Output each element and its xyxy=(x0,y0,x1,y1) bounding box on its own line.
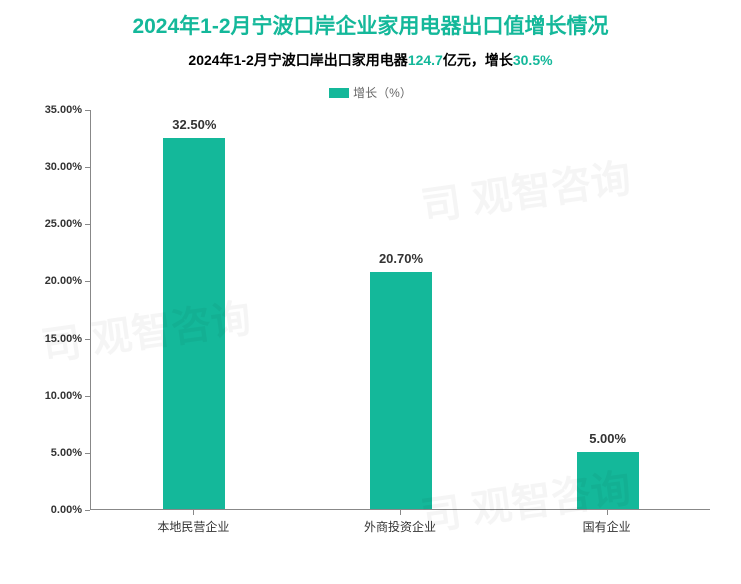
chart-legend: 增长（%） xyxy=(0,84,741,101)
y-tick-label: 35.00% xyxy=(45,104,82,116)
y-tick-mark xyxy=(85,510,90,511)
y-tick-label: 5.00% xyxy=(51,447,82,459)
bar xyxy=(370,272,432,509)
y-tick-label: 20.00% xyxy=(45,275,82,287)
x-tick-mark xyxy=(400,510,401,515)
subtitle-value2: 30.5% xyxy=(513,52,553,68)
x-category-label: 国有企业 xyxy=(583,518,631,535)
legend-swatch xyxy=(329,88,349,98)
y-tick-label: 0.00% xyxy=(51,504,82,516)
x-category-label: 本地民营企业 xyxy=(157,518,229,535)
y-axis: 0.00%5.00%10.00%15.00%20.00%25.00%30.00%… xyxy=(30,110,90,510)
y-tick-label: 10.00% xyxy=(45,390,82,402)
x-tick-mark xyxy=(193,510,194,515)
chart-subtitle: 2024年1-2月宁波口岸出口家用电器124.7亿元，增长30.5% xyxy=(0,50,741,70)
bar-value-label: 5.00% xyxy=(558,431,658,446)
bar-value-label: 32.50% xyxy=(144,117,244,132)
x-tick-mark xyxy=(607,510,608,515)
bar-value-label: 20.70% xyxy=(351,251,451,266)
legend-label: 增长（%） xyxy=(353,86,412,100)
y-tick-label: 30.00% xyxy=(45,161,82,173)
y-tick-label: 25.00% xyxy=(45,218,82,230)
bar xyxy=(163,138,225,509)
chart-title: 2024年1-2月宁波口岸企业家用电器出口值增长情况 xyxy=(0,0,741,40)
plot-area: 32.50% 20.70% 5.00% xyxy=(90,110,710,510)
subtitle-mid: 亿元，增长 xyxy=(443,52,513,68)
chart-area: 0.00% 5.00% 10.00% 15.00% 20.00% 25.00% 30.00%… xyxy=(30,110,720,540)
subtitle-prefix: 2024年1-2月宁波口岸出口家用电器 xyxy=(188,52,407,68)
y-tick-label: 15.00% xyxy=(45,333,82,345)
x-category-label: 外商投资企业 xyxy=(364,518,436,535)
subtitle-value1: 124.7 xyxy=(408,52,443,68)
bar xyxy=(577,452,639,509)
